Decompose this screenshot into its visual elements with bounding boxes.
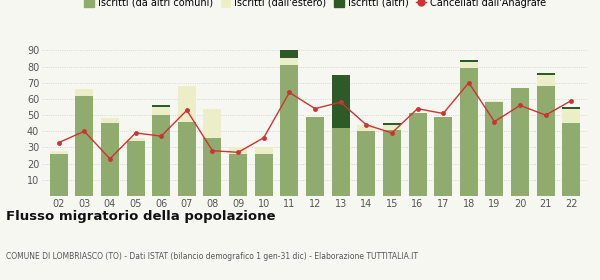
Bar bbox=[332, 75, 350, 128]
Bar bbox=[485, 101, 503, 102]
Bar bbox=[537, 73, 554, 75]
Bar bbox=[152, 105, 170, 107]
Bar bbox=[306, 117, 324, 196]
Bar bbox=[76, 89, 93, 96]
Text: COMUNE DI LOMBRIASCO (TO) - Dati ISTAT (bilancio demografico 1 gen-31 dic) - Ela: COMUNE DI LOMBRIASCO (TO) - Dati ISTAT (… bbox=[6, 252, 418, 261]
Bar bbox=[409, 113, 427, 196]
Bar bbox=[460, 62, 478, 68]
Bar bbox=[280, 50, 298, 59]
Bar bbox=[50, 154, 68, 196]
Bar bbox=[203, 138, 221, 196]
Bar bbox=[76, 96, 93, 196]
Bar bbox=[383, 123, 401, 125]
Bar bbox=[229, 148, 247, 154]
Bar bbox=[537, 86, 554, 196]
Legend: Iscritti (da altri comuni), Iscritti (dall'estero), Iscritti (altri), Cancellati: Iscritti (da altri comuni), Iscritti (da… bbox=[80, 0, 550, 12]
Bar bbox=[127, 141, 145, 196]
Bar bbox=[562, 107, 580, 109]
Bar bbox=[101, 118, 119, 123]
Bar bbox=[357, 125, 375, 131]
Bar bbox=[127, 138, 145, 141]
Text: Flusso migratorio della popolazione: Flusso migratorio della popolazione bbox=[6, 210, 275, 223]
Bar bbox=[280, 59, 298, 65]
Bar bbox=[255, 154, 273, 196]
Bar bbox=[50, 151, 68, 154]
Bar bbox=[511, 88, 529, 196]
Bar bbox=[562, 123, 580, 196]
Bar bbox=[485, 102, 503, 196]
Bar bbox=[383, 125, 401, 130]
Bar bbox=[178, 86, 196, 122]
Bar bbox=[101, 123, 119, 196]
Bar bbox=[460, 60, 478, 62]
Bar bbox=[152, 107, 170, 115]
Bar bbox=[562, 109, 580, 123]
Bar bbox=[229, 154, 247, 196]
Bar bbox=[383, 130, 401, 196]
Bar bbox=[178, 122, 196, 196]
Bar bbox=[460, 68, 478, 196]
Bar bbox=[203, 109, 221, 138]
Bar bbox=[357, 131, 375, 196]
Bar bbox=[332, 128, 350, 196]
Bar bbox=[255, 148, 273, 154]
Bar bbox=[537, 75, 554, 86]
Bar bbox=[152, 115, 170, 196]
Bar bbox=[280, 65, 298, 196]
Bar bbox=[434, 117, 452, 196]
